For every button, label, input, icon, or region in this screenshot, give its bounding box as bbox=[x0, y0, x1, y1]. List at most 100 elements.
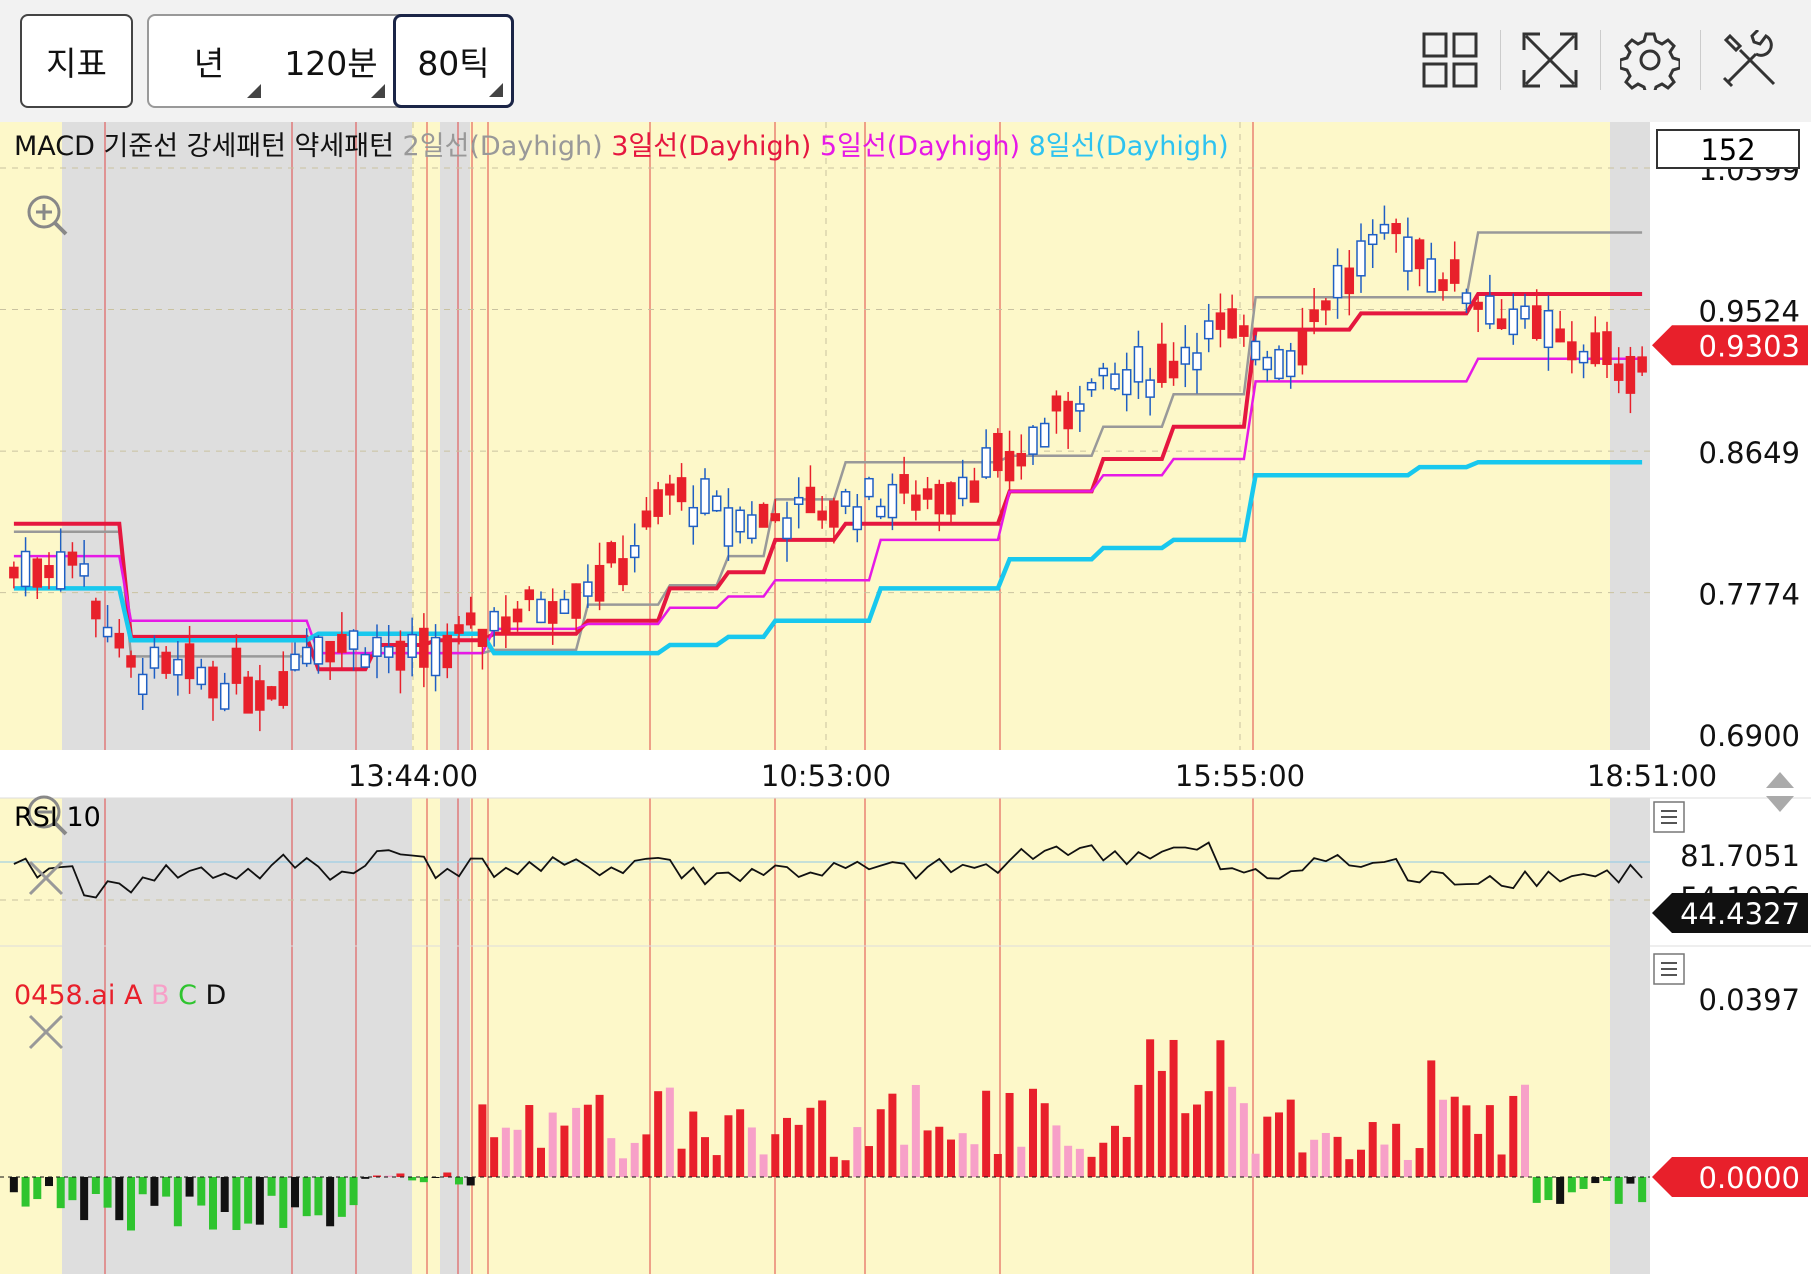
ai-histogram-bar bbox=[1122, 1136, 1131, 1177]
candle-body bbox=[44, 565, 54, 579]
candle-body bbox=[840, 491, 851, 507]
candle-body bbox=[1485, 295, 1495, 325]
ai-histogram-bar bbox=[291, 1177, 299, 1208]
indicator-button[interactable]: 지표 bbox=[20, 14, 133, 108]
candle-body bbox=[360, 653, 371, 668]
candle-body bbox=[1168, 360, 1179, 379]
ai-histogram-bar bbox=[771, 1134, 780, 1177]
ai-histogram-bar bbox=[1591, 1177, 1600, 1184]
scroll-updown-icon[interactable] bbox=[1766, 772, 1794, 812]
candle-body bbox=[723, 507, 734, 547]
ai-histogram-bar bbox=[1380, 1144, 1389, 1177]
ai-histogram-bar bbox=[209, 1177, 217, 1230]
settings-gear-icon[interactable] bbox=[1620, 30, 1680, 90]
ai-histogram-bar bbox=[993, 1153, 1002, 1177]
period-120min-button[interactable]: 120분 bbox=[269, 16, 393, 106]
candle-body bbox=[922, 488, 933, 500]
layout-grid-icon[interactable] bbox=[1420, 30, 1480, 90]
ai-histogram-bar bbox=[1111, 1125, 1119, 1177]
ai-histogram-bar bbox=[1204, 1091, 1213, 1177]
ai-histogram-bar bbox=[572, 1107, 581, 1177]
ai-histogram-bar bbox=[21, 1177, 30, 1207]
ai-histogram-bar bbox=[1556, 1177, 1565, 1204]
ai-histogram-bar bbox=[537, 1147, 545, 1177]
ai-histogram-bar bbox=[255, 1177, 264, 1225]
candle-body bbox=[606, 542, 617, 564]
ai-histogram-bar bbox=[1017, 1146, 1026, 1177]
ai-histogram-bar bbox=[455, 1177, 463, 1185]
ai-histogram-bar bbox=[1368, 1122, 1377, 1177]
ai-histogram-bar bbox=[150, 1177, 159, 1206]
ai-histogram-bar bbox=[1228, 1086, 1237, 1177]
zoom-out-icon[interactable] bbox=[27, 795, 68, 836]
ai-histogram-bar bbox=[56, 1177, 65, 1209]
session-gray-band bbox=[1610, 946, 1650, 1274]
candle-body bbox=[817, 510, 827, 521]
fullscreen-icon[interactable] bbox=[1520, 30, 1580, 90]
ai-histogram-bar bbox=[1450, 1096, 1459, 1177]
ai-close-icon[interactable] bbox=[28, 1014, 64, 1050]
candle-body bbox=[946, 482, 956, 515]
candle-body bbox=[1016, 452, 1027, 467]
ai-histogram-bar bbox=[1251, 1153, 1260, 1177]
rsi-menu-icon[interactable] bbox=[1653, 801, 1685, 833]
candle-body bbox=[161, 651, 171, 674]
candle-body bbox=[430, 636, 441, 677]
ai-histogram-bar bbox=[1029, 1088, 1037, 1177]
candle-body bbox=[547, 601, 558, 624]
ai-histogram-bar bbox=[1603, 1177, 1611, 1181]
ai-histogram-bar bbox=[1439, 1099, 1447, 1177]
candle-body bbox=[805, 486, 816, 514]
candle-body bbox=[1508, 308, 1519, 336]
ai-label-letter: D bbox=[206, 980, 227, 1011]
ai-histogram-bar bbox=[982, 1090, 991, 1177]
ai-histogram-bar bbox=[689, 1111, 698, 1177]
ai-histogram-bar bbox=[220, 1177, 229, 1212]
ai-histogram-bar bbox=[408, 1177, 417, 1181]
ai-histogram-bar bbox=[1146, 1039, 1155, 1177]
ai-histogram-bar bbox=[302, 1177, 311, 1217]
ai-histogram-bar bbox=[747, 1127, 756, 1177]
main-chart-legend: MACD 기준선 강세패턴 약세패턴 2일선(Dayhigh) 3일선(Dayh… bbox=[14, 131, 1229, 162]
ai-histogram-bar bbox=[677, 1148, 686, 1177]
time-tick-label: 13:44:00 bbox=[348, 759, 478, 793]
candle-body bbox=[1613, 363, 1624, 381]
candle-body bbox=[1215, 312, 1226, 330]
candle-body bbox=[1075, 403, 1085, 412]
rsi-current-label: 44.4327 bbox=[1680, 897, 1800, 931]
ai-histogram-bar bbox=[127, 1177, 135, 1231]
ai-histogram-bar bbox=[1614, 1177, 1623, 1204]
zoom-in-icon[interactable] bbox=[27, 195, 68, 236]
candle-body bbox=[383, 646, 394, 658]
candle-body bbox=[957, 476, 968, 500]
tools-icon[interactable] bbox=[1720, 30, 1780, 90]
ai-histogram-bar bbox=[1134, 1084, 1143, 1177]
ai-histogram-bar bbox=[384, 1175, 393, 1177]
candle-body bbox=[1039, 422, 1050, 448]
candle-body bbox=[79, 563, 89, 577]
ai-histogram-bar bbox=[525, 1105, 534, 1177]
ai-histogram-bar bbox=[197, 1177, 206, 1206]
candle-body bbox=[993, 432, 1003, 472]
ai-histogram-bar bbox=[947, 1139, 955, 1177]
candle-body bbox=[1086, 381, 1097, 391]
candle-body bbox=[829, 500, 839, 528]
candle-body bbox=[571, 583, 581, 619]
ai-histogram-bar bbox=[1567, 1177, 1576, 1193]
ai-histogram-bar bbox=[794, 1124, 803, 1177]
ai-menu-icon[interactable] bbox=[1653, 953, 1685, 985]
period-year-button[interactable]: 년 bbox=[149, 16, 269, 106]
rsi-close-icon[interactable] bbox=[28, 860, 64, 896]
candle-body bbox=[266, 686, 277, 700]
candle-body bbox=[184, 643, 195, 680]
time-tick-label: 10:53:00 bbox=[761, 759, 891, 793]
period-80tick-button[interactable]: 80틱 bbox=[393, 14, 514, 108]
candle-body bbox=[758, 503, 769, 528]
ai-histogram-bar bbox=[267, 1177, 276, 1196]
candle-body bbox=[1133, 346, 1144, 383]
candle-body bbox=[489, 610, 499, 632]
ai-histogram-bar bbox=[279, 1177, 288, 1228]
count-box bbox=[1656, 129, 1800, 169]
candle-body bbox=[1391, 223, 1401, 235]
